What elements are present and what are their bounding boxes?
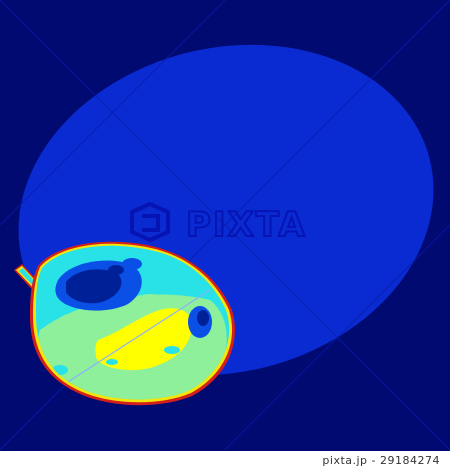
footer-credit-text: pixta.jp - 29184274 — [322, 454, 440, 467]
pixta-logo-icon — [130, 201, 170, 243]
pear-body — [36, 245, 230, 400]
footer-credit-bar: pixta.jp - 29184274 — [0, 451, 450, 469]
watermark-brand-text: PIXTA — [186, 205, 307, 245]
